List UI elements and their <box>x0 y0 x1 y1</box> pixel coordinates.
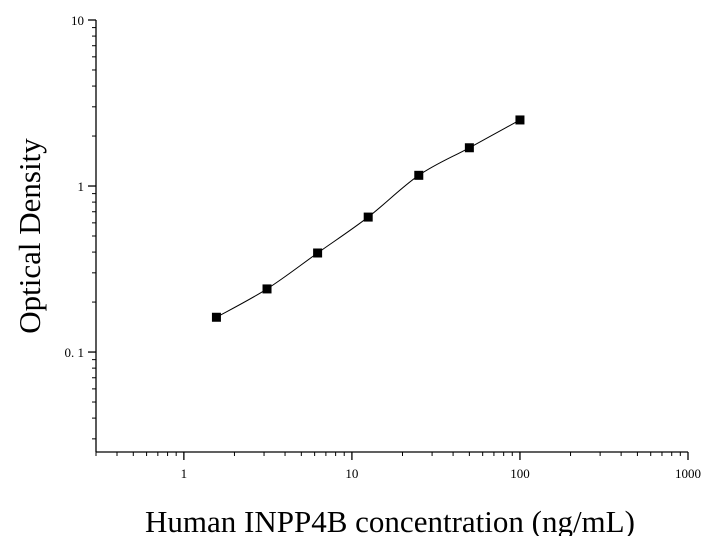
data-point <box>313 248 323 258</box>
y-axis-title: Optical Density <box>12 138 47 334</box>
data-point <box>262 284 272 294</box>
y-tick-label: 1 <box>78 179 85 194</box>
axes <box>95 20 688 453</box>
x-tick-label: 1 <box>181 466 188 481</box>
data-point <box>211 312 221 322</box>
data-point <box>464 143 474 153</box>
data-point <box>515 115 525 125</box>
x-tick-label: 1000 <box>675 466 701 481</box>
axis-ticks: 1 10 100 1000 0. 1 1 10 <box>65 13 702 481</box>
x-axis-title: Human INPP4B concentration (ng/mL) <box>145 504 635 536</box>
data-points <box>211 115 525 322</box>
data-point <box>363 212 373 222</box>
data-point <box>414 170 424 180</box>
y-tick-label: 0. 1 <box>65 345 85 360</box>
x-tick-label: 10 <box>345 466 358 481</box>
x-tick-label: 100 <box>510 466 530 481</box>
y-tick-label: 10 <box>71 13 84 28</box>
